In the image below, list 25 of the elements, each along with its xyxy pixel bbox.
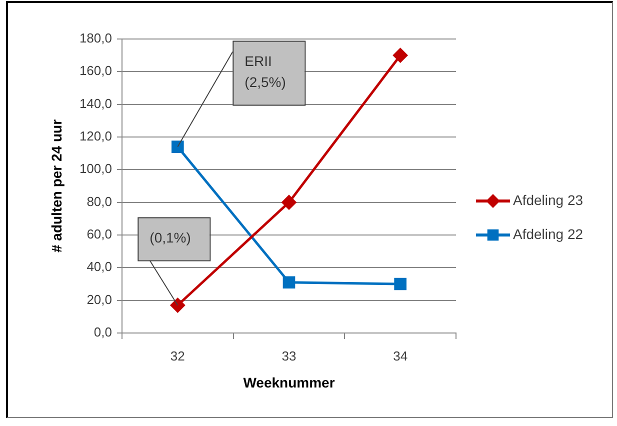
legend-label: Afdeling 23 xyxy=(513,192,584,208)
annotation: ERII (2,5%) xyxy=(244,53,286,90)
y-tick-label: 40,0 xyxy=(86,259,112,274)
y-tick-label: 80,0 xyxy=(86,194,112,209)
point xyxy=(170,298,186,313)
point xyxy=(282,276,296,289)
x-tick-label: 34 xyxy=(393,348,408,364)
y-tick-label: 60,0 xyxy=(86,226,112,242)
y-tick-label: 20,0 xyxy=(86,292,112,307)
legend-label: Afdeling 22 xyxy=(513,226,584,242)
point xyxy=(172,140,184,153)
y-tick-label: 160,0 xyxy=(79,63,112,78)
y-tick-label: 100,0 xyxy=(79,161,112,176)
point xyxy=(392,48,408,63)
x-axis-title: Weeknummer xyxy=(243,374,336,390)
y-tick-label: 180,0 xyxy=(79,30,112,46)
point xyxy=(394,278,406,290)
x-tick-label: 32 xyxy=(170,348,185,364)
y-tick-label: 140,0 xyxy=(79,96,112,111)
point xyxy=(282,194,296,210)
y-axis-title: # adulten per 24 uur xyxy=(48,118,64,253)
x-tick-label: 33 xyxy=(282,348,296,364)
annotation: (0,1%) xyxy=(150,230,191,246)
y-tick-label: 120,0 xyxy=(79,128,112,144)
y-tick-label: 0,0 xyxy=(94,324,112,340)
